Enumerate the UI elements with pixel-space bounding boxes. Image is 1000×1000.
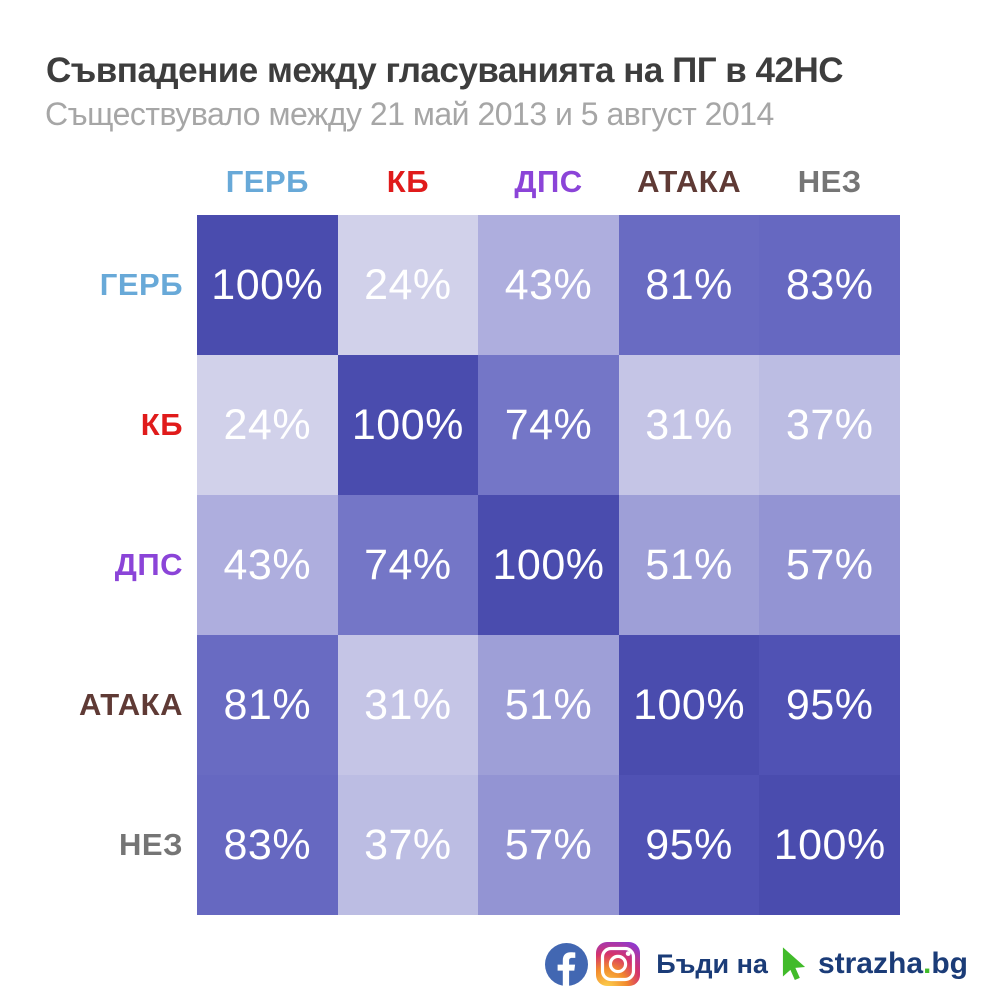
brand-link[interactable]: strazha.bg: [818, 947, 968, 981]
heatmap-cell-АТАКА-АТАКА: 100%: [618, 635, 760, 775]
heatmap-cell-АТАКА-ДПС: 51%: [478, 635, 619, 775]
instagram-icon[interactable]: [595, 941, 641, 987]
brand-dot: .: [923, 947, 932, 980]
heatmap-cell-АТАКА-НЕЗ: 95%: [759, 635, 900, 775]
heatmap-cell-АТАКА-КБ: 31%: [337, 635, 479, 775]
heatmap-cell-КБ-ДПС: 74%: [478, 355, 619, 495]
cursor-icon: [782, 947, 806, 981]
page-title: Съвпадение между гласуванията на ПГ в 42…: [46, 51, 844, 90]
heatmap-cell-ГЕРБ-ГЕРБ: 100%: [197, 215, 338, 355]
heatmap-cell-ДПС-ГЕРБ: 43%: [197, 495, 338, 635]
heatmap-cell-НЕЗ-ДПС: 57%: [478, 775, 619, 915]
heatmap-cell-КБ-ГЕРБ: 24%: [197, 355, 338, 495]
heatmap-grid: 100% 24% 43% 81% 83% 24% 100% 74% 31% 37% 43% 74% 10…: [197, 215, 900, 915]
heatmap-row-labels: ГЕРБ КБ ДПС АТАКА НЕЗ: [0, 215, 183, 915]
call-to-action-text: Бъди на: [656, 948, 768, 979]
heatmap-cell-НЕЗ-ГЕРБ: 83%: [197, 775, 338, 915]
col-header-ДПС: ДПС: [514, 164, 583, 199]
heatmap-cell-КБ-НЕЗ: 37%: [759, 355, 900, 495]
brand-tld: bg: [931, 947, 968, 980]
heatmap-cell-ДПС-КБ: 74%: [337, 495, 479, 635]
heatmap-cell-НЕЗ-НЕЗ: 100%: [759, 775, 900, 915]
heatmap-col-headers: ГЕРБ КБ ДПС АТАКА НЕЗ: [197, 158, 900, 206]
heatmap-cell-ГЕРБ-ДПС: 43%: [478, 215, 619, 355]
heatmap-cell-КБ-КБ: 100%: [337, 355, 479, 495]
col-header-ГЕРБ: ГЕРБ: [225, 164, 309, 199]
heatmap-cell-НЕЗ-КБ: 37%: [337, 775, 479, 915]
heatmap-cell-ДПС-ДПС: 100%: [478, 495, 619, 635]
row-label-НЕЗ: НЕЗ: [119, 827, 183, 862]
col-header-КБ: КБ: [386, 164, 429, 199]
col-header-НЕЗ: НЕЗ: [797, 164, 862, 199]
heatmap-cell-ДПС-АТАКА: 51%: [618, 495, 760, 635]
heatmap-cell-АТАКА-ГЕРБ: 81%: [197, 635, 338, 775]
heatmap-cell-ГЕРБ-КБ: 24%: [337, 215, 479, 355]
col-header-АТАКА: АТАКА: [637, 164, 742, 199]
heatmap-cell-КБ-АТАКА: 31%: [618, 355, 760, 495]
row-label-ДПС: ДПС: [114, 547, 183, 582]
facebook-icon[interactable]: [545, 942, 589, 986]
heatmap-cell-ГЕРБ-АТАКА: 81%: [618, 215, 760, 355]
brand-name: strazha: [817, 947, 923, 980]
heatmap-cell-НЕЗ-АТАКА: 95%: [618, 775, 760, 915]
row-label-АТАКА: АТАКА: [78, 687, 183, 722]
row-label-КБ: КБ: [140, 407, 183, 442]
page-subtitle: Съществувало между 21 май 2013 и 5 авгус…: [45, 96, 774, 132]
footer: Бъди на strazha.bg: [545, 938, 968, 990]
heatmap-cell-ГЕРБ-НЕЗ: 83%: [759, 215, 900, 355]
row-label-ГЕРБ: ГЕРБ: [99, 267, 183, 302]
heatmap-cell-ДПС-НЕЗ: 57%: [759, 495, 900, 635]
